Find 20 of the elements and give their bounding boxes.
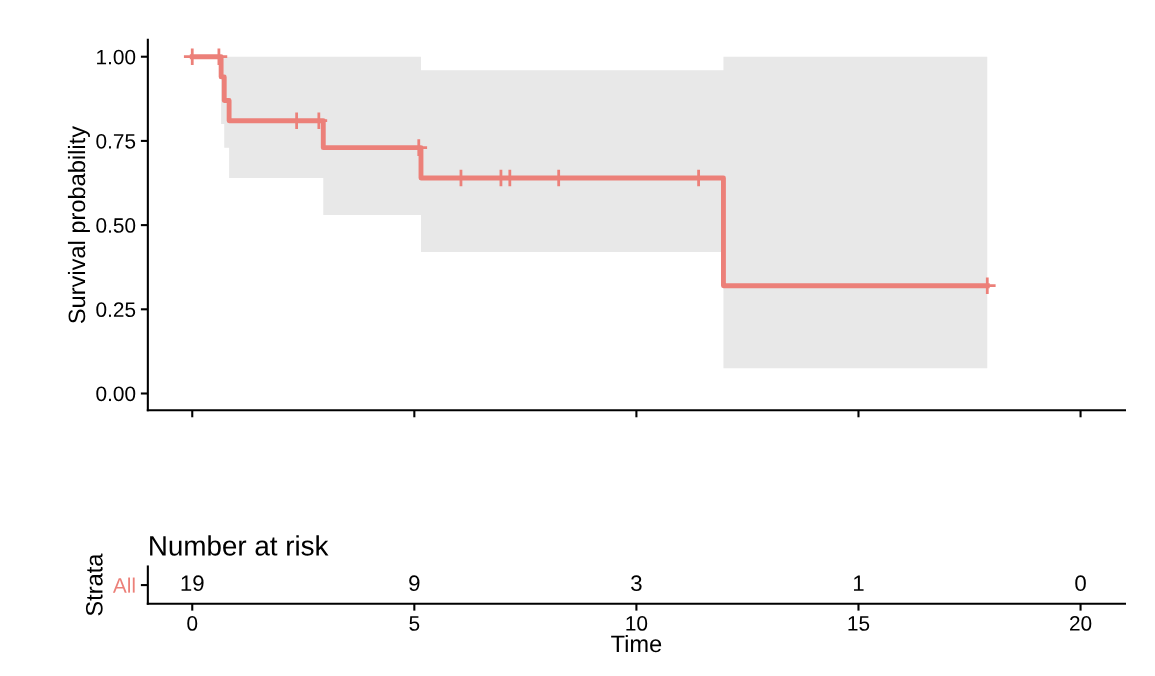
y-tick-label: 0.25 <box>96 302 136 318</box>
y-tick-label: 0.00 <box>96 386 136 402</box>
data-label: 3 <box>631 575 642 592</box>
x-tick-label: 10 <box>626 616 648 631</box>
data-label: 1 <box>854 575 864 591</box>
y-axis-title: Survival probability <box>67 126 90 324</box>
y-axis-title: Strata <box>85 553 103 616</box>
x-tick-label: 15 <box>848 616 870 631</box>
x-tick-label: 20 <box>1070 616 1092 631</box>
y-tick-label: 0.50 <box>96 218 136 233</box>
y-tick-label: 1.00 <box>97 49 136 65</box>
data-label: 19 <box>181 575 204 592</box>
chart-title: Number at risk <box>150 535 329 556</box>
y-tick-label: All <box>112 577 135 593</box>
y-tick-label: 0.75 <box>96 133 136 149</box>
x-axis-title: Time <box>611 634 662 653</box>
x-tick-label: 5 <box>409 616 420 631</box>
data-label: 9 <box>409 575 420 592</box>
data-label: 0 <box>1075 575 1086 592</box>
x-tick-label: 0 <box>187 616 198 631</box>
